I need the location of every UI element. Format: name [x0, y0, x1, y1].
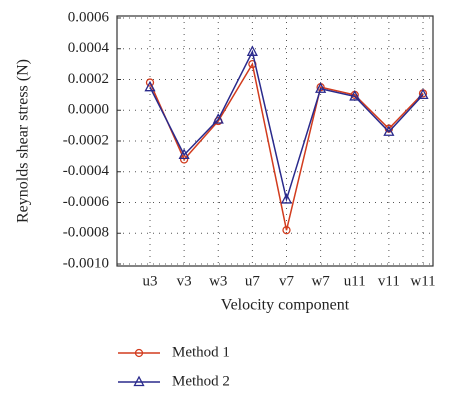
legend-label: Method 1: [172, 344, 230, 360]
x-tick-label: w7: [311, 273, 330, 289]
x-axis-label: Velocity component: [221, 297, 350, 314]
x-tick-label: w11: [410, 273, 435, 289]
y-tick-label: 0.0002: [68, 71, 109, 87]
x-tick-label: u3: [143, 273, 158, 289]
marker: [212, 113, 224, 124]
y-tick-label: -0.0004: [63, 163, 110, 179]
x-tick-label: u11: [344, 273, 366, 289]
marker: [280, 193, 293, 204]
marker: [133, 375, 145, 387]
y-tick-label: 0.0004: [68, 40, 110, 56]
series-line: [149, 49, 424, 203]
marker: [383, 125, 395, 136]
marker: [282, 226, 291, 235]
x-tick-label: u7: [245, 273, 261, 289]
y-axis-label: Reynolds shear stress (N): [15, 59, 32, 223]
marker: [349, 90, 361, 101]
x-tick-label: v3: [177, 273, 192, 289]
plot-frame: [116, 15, 434, 267]
marker: [178, 148, 190, 159]
y-tick-label: 0.0000: [68, 102, 109, 118]
marker: [315, 82, 327, 93]
x-tick-label: w3: [209, 273, 227, 289]
y-tick-label: -0.0002: [63, 132, 109, 148]
y-tick-label: -0.0006: [63, 194, 110, 210]
marker: [145, 78, 155, 87]
y-tick-label: -0.0008: [63, 225, 109, 241]
legend-label: Method 2: [172, 373, 230, 389]
x-tick-label: v7: [279, 273, 295, 289]
series-line: [149, 62, 424, 231]
y-tick-label: 0.0006: [68, 9, 110, 25]
marker: [417, 88, 429, 100]
y-tick-label: -0.0010: [63, 255, 109, 271]
marker: [134, 348, 144, 358]
x-tick-label: v11: [378, 273, 400, 289]
marker: [246, 45, 258, 56]
marker: [144, 80, 156, 92]
marker: [179, 155, 189, 164]
